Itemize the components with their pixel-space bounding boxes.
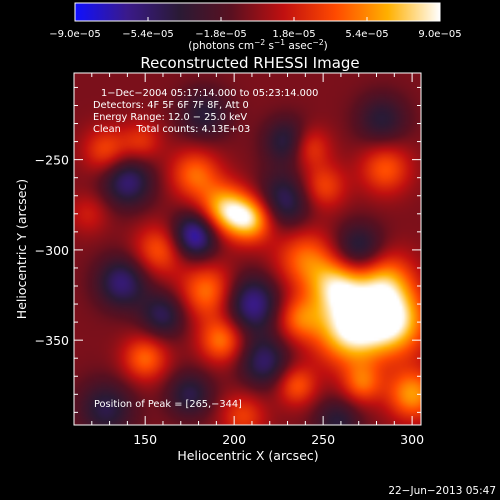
x-tick-label: 300 [400,432,424,447]
colorbar-tick-label: −5.4e−05 [122,29,174,40]
y-tick-label: −350 [35,333,69,348]
x-tick-label: 200 [222,432,246,447]
colorbar-unit-label: (photons cm−2 s−1 asec−2) [188,38,327,52]
annotation-algorithm-counts: Clean Total counts: 4.13E+03 [93,124,250,135]
colorbar-tick-label: 5.4e−05 [345,29,388,40]
colorbar-tick-label: −9.0e−05 [49,29,101,40]
colorbar-tick-label: 9.0e−05 [418,29,461,40]
footer-date: 22−Jun−2013 05:47 [388,485,496,497]
annotation-energy-range: Energy Range: 12.0 − 25.0 keV [93,112,247,123]
y-tick-label: −300 [35,243,69,258]
annotation-time-range: 1−Dec−2004 05:17:14.000 to 05:23:14.000 [101,88,318,99]
peak-position-label: Position of Peak = [265,−344] [94,399,242,410]
x-axis-label: Heliocentric X (arcsec) [177,448,318,463]
y-axis-ticks [74,86,421,413]
x-tick-label: 250 [311,432,335,447]
annotation-detectors: Detectors: 4F 5F 6F 7F 8F, Att 0 [93,100,249,111]
x-axis-tick-labels: 150 200 250 300 [133,432,424,447]
heatmap-image [74,73,421,425]
y-axis-label: Heliocentric Y (arcsec) [14,179,29,319]
chart-title: Reconstructed RHESSI Image [140,54,359,72]
colorbar [74,2,441,22]
x-axis-ticks [91,73,413,425]
colorbar-tick-label: 1.8e−05 [272,29,315,40]
y-axis-tick-labels: −250 −300 −350 [35,153,69,349]
colorbar-tick-marks [74,17,441,21]
y-tick-label: −250 [35,153,69,168]
colorbar-tick-labels: −9.0e−05 −5.4e−05 −1.8e−05 1.8e−05 5.4e−05 9.… [49,29,461,40]
colorbar-tick-label: −1.8e−05 [195,29,247,40]
annotation-block: 1−Dec−2004 05:17:14.000 to 05:23:14.000 … [93,88,318,135]
plot-frame [73,72,422,426]
x-tick-label: 150 [133,432,157,447]
